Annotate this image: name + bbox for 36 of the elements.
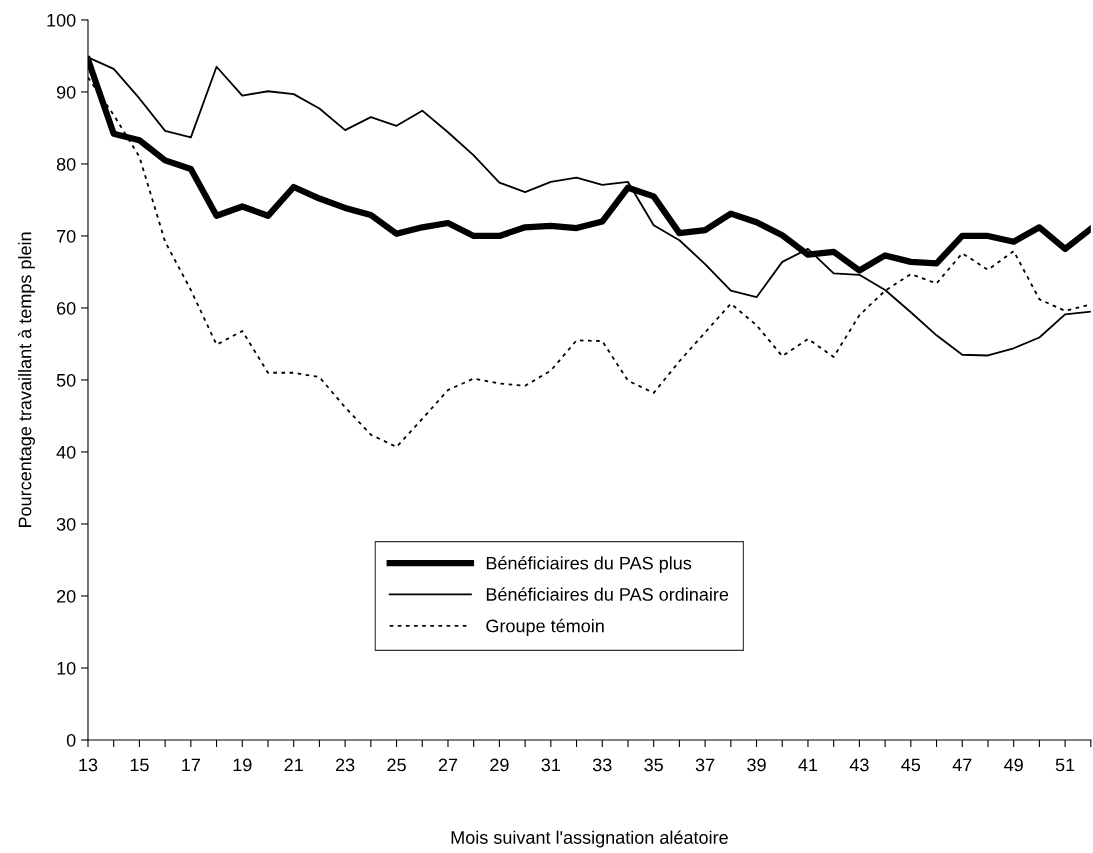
x-tick-label: 39 (747, 758, 766, 772)
x-tick-label: 33 (592, 758, 612, 772)
x-tick-label: 21 (284, 758, 303, 772)
x-tick-label: 13 (79, 758, 98, 772)
x-tick-label: 49 (1004, 758, 1023, 772)
x-tick-label: 19 (233, 758, 252, 772)
y-tick-label: 10 (57, 661, 76, 675)
y-tick-label: 80 (56, 157, 76, 171)
y-tick-label: 90 (56, 85, 76, 99)
y-tick-label: 40 (56, 445, 76, 459)
x-tick-label: 23 (335, 758, 355, 772)
x-tick-label: 35 (644, 758, 663, 772)
x-axis-title: Mois suivant l'assignation aléatoire (451, 830, 728, 848)
x-tick-label: 15 (130, 758, 149, 772)
x-tick-label: 17 (182, 758, 200, 772)
y-tick-label: 60 (57, 301, 76, 315)
y-tick-label: 20 (57, 589, 76, 603)
legend-label: Groupe témoin (486, 618, 604, 636)
x-tick-label: 25 (387, 758, 406, 772)
y-tick-label: 0 (66, 733, 76, 747)
x-tick-label: 45 (901, 758, 921, 772)
x-tick-label: 51 (1055, 758, 1075, 772)
y-tick-label: 100 (47, 13, 76, 27)
y-tick-label: 50 (56, 373, 76, 387)
y-axis-title: Pourcentage travaillant à temps plein (17, 232, 35, 528)
x-tick-label: 29 (490, 758, 509, 772)
y-tick-label: 30 (56, 517, 76, 531)
x-tick-label: 47 (952, 758, 972, 772)
x-tick-label: 31 (541, 758, 560, 772)
legend-label: Bénéficiaires du PAS plus (486, 556, 692, 574)
x-tick-label: 27 (438, 758, 458, 772)
x-tick-label: 43 (849, 758, 869, 772)
x-tick-label: 37 (695, 758, 715, 772)
y-tick-label: 70 (57, 229, 76, 243)
legend-label: Bénéficiaires du PAS ordinaire (486, 587, 729, 601)
x-tick-label: 41 (798, 758, 818, 772)
